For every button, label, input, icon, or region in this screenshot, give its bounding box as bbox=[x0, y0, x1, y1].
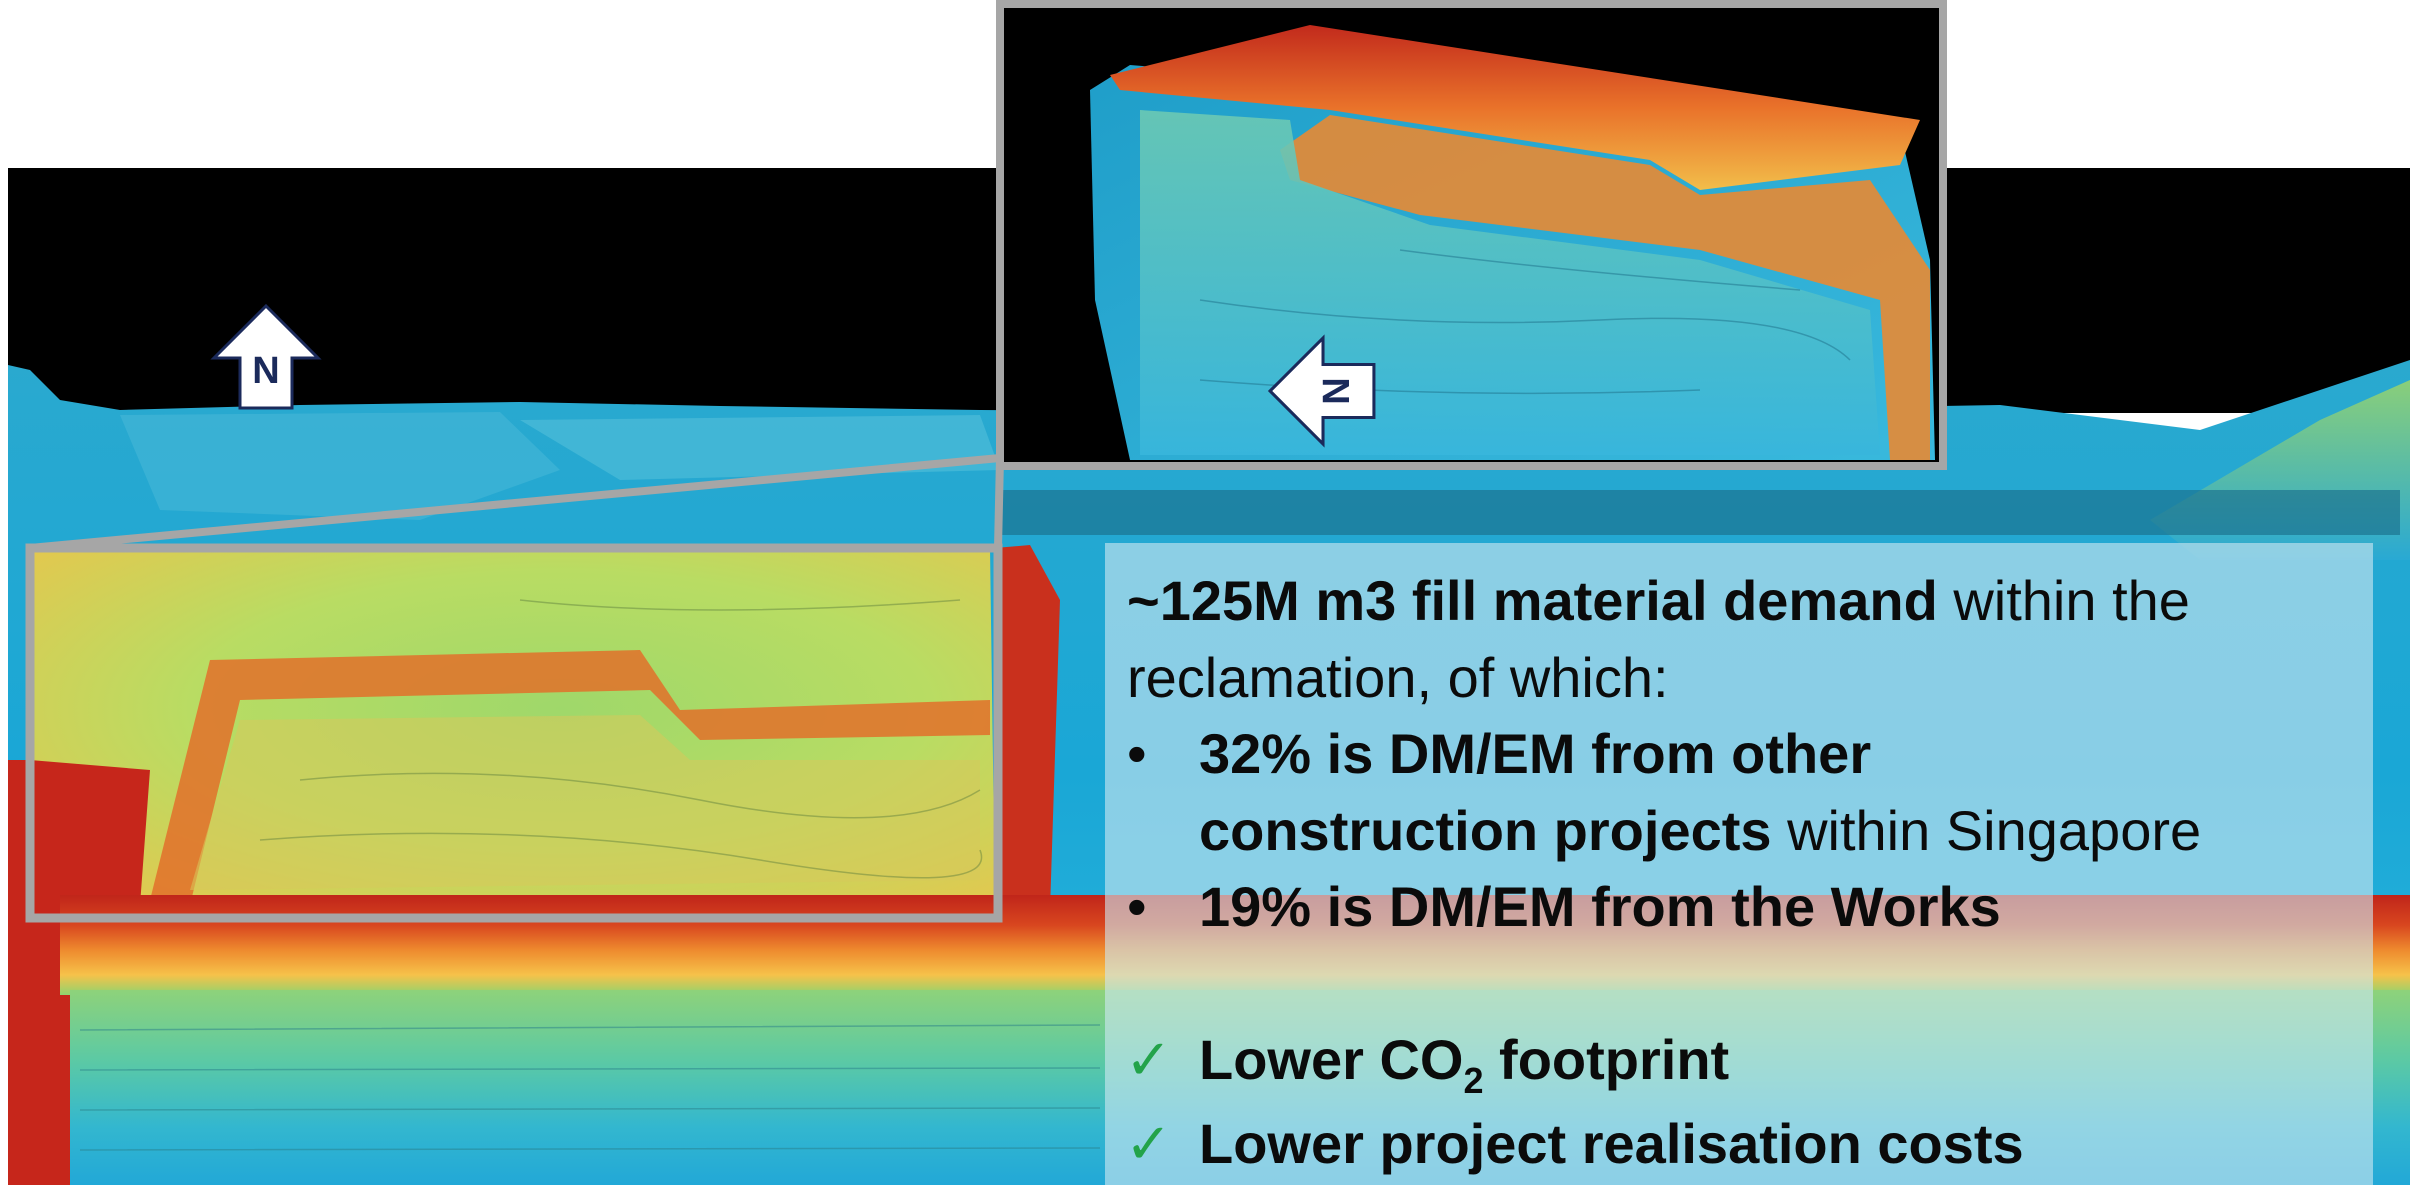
intro-bold: ~125M m3 fill material demand bbox=[1127, 569, 1938, 632]
co2-subscript: 2 bbox=[1463, 1060, 1484, 1101]
bullet-1-line-1: • 32% is DM/EM from other bbox=[1127, 716, 2367, 793]
check-icon: ✓ bbox=[1125, 1028, 1172, 1091]
bullet-1-line-2: construction projects within Singapore bbox=[1127, 793, 2367, 870]
bullet-2-text: 19% is DM/EM from the Works bbox=[1199, 875, 2001, 938]
inset-contours bbox=[1199, 249, 1851, 395]
north-arrow-icon: N bbox=[208, 302, 324, 412]
info-panel: ~125M m3 fill material demand within the… bbox=[1105, 543, 2373, 1185]
east-wall bbox=[995, 545, 1060, 910]
inset-inner-ridge bbox=[1280, 115, 1930, 460]
inset-source-outline bbox=[25, 543, 1003, 923]
north-label: N bbox=[252, 350, 280, 392]
shallow-patch bbox=[120, 412, 560, 520]
fill-contours bbox=[259, 599, 983, 879]
benefit-costs: ✓ Lower project realisation costs bbox=[1125, 1106, 2367, 1183]
spacer bbox=[1127, 946, 2367, 1023]
benefit-costs-text: Lower project realisation costs bbox=[1199, 1111, 2024, 1175]
bullet-2-line-1: • 19% is DM/EM from the Works bbox=[1127, 869, 2367, 946]
inner-ridge bbox=[150, 650, 990, 905]
inset-north-label: N bbox=[1316, 377, 1358, 405]
bullet-marker: • bbox=[1127, 875, 1147, 938]
bullet-1-text-2-rest: within Singapore bbox=[1771, 798, 2202, 862]
bullet-1-text-2-bold: construction projects bbox=[1199, 798, 1772, 862]
check-icon: ✓ bbox=[1125, 1111, 1172, 1175]
inner-fill-yellow bbox=[190, 715, 980, 890]
shallow-patch-2 bbox=[520, 415, 1000, 480]
intro-line-2: reclamation, of which: bbox=[1127, 645, 1669, 709]
inset-north-ridge bbox=[1110, 25, 1920, 190]
benefit-co2: ✓ Lower CO2 footprint bbox=[1125, 1022, 2367, 1106]
benefit-co2-pre: Lower CO bbox=[1199, 1028, 1464, 1091]
intro-rest: within the bbox=[1937, 569, 2190, 632]
inset-connector-right bbox=[994, 457, 1004, 549]
info-text-block: ~125M m3 fill material demand within the… bbox=[1125, 563, 2367, 1183]
bullet-marker: • bbox=[1127, 722, 1147, 785]
pier-structures bbox=[1000, 490, 2400, 535]
lower-contours bbox=[79, 1024, 1101, 1151]
intro-line-1: ~125M m3 fill material demand within the bbox=[1127, 563, 2367, 640]
inset-connector-left bbox=[29, 454, 1001, 552]
benefit-co2-post: footprint bbox=[1483, 1028, 1730, 1091]
bullet-1-text-1: 32% is DM/EM from other bbox=[1199, 722, 1872, 785]
inset-north-arrow-icon: N bbox=[1266, 331, 1378, 451]
